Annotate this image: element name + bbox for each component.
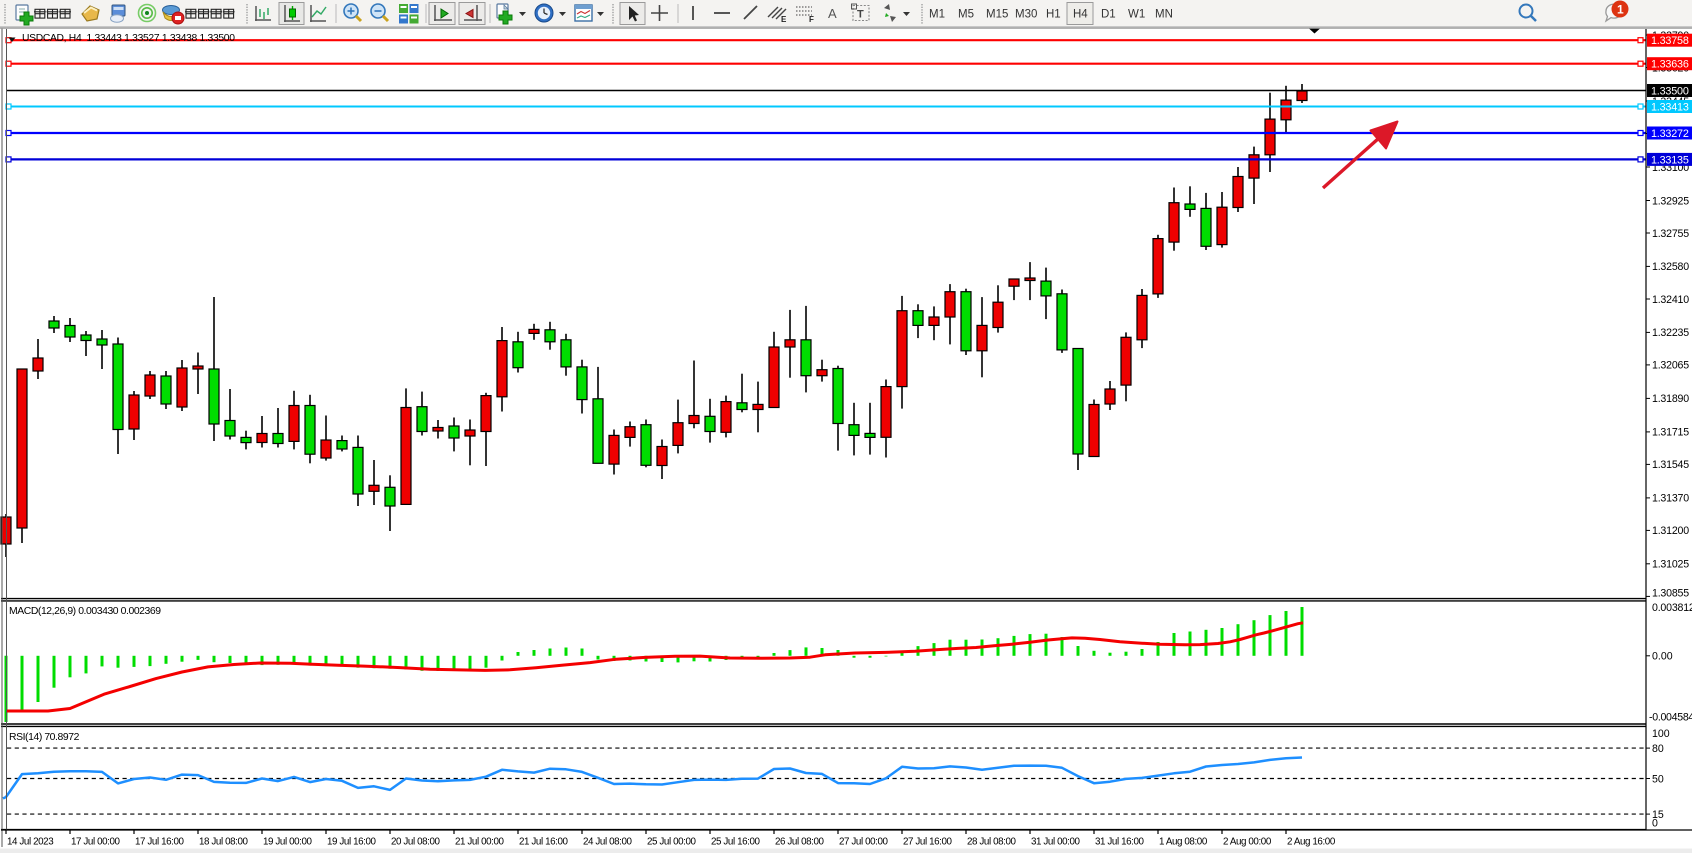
svg-text:1.31715: 1.31715 [1652,427,1689,439]
svg-text:W1: W1 [1128,9,1145,21]
svg-text:1.33272: 1.33272 [1651,128,1689,140]
svg-text:25 Jul 16:00: 25 Jul 16:00 [711,837,761,848]
svg-text:1.31545: 1.31545 [1652,459,1689,471]
svg-text:1.33135: 1.33135 [1651,154,1689,166]
svg-text:19 Jul 16:00: 19 Jul 16:00 [327,837,377,848]
svg-text:100: 100 [1652,728,1670,740]
svg-text:25 Jul 00:00: 25 Jul 00:00 [647,837,697,848]
svg-text:H1: H1 [1046,9,1061,21]
svg-text:-0.004584: -0.004584 [1649,712,1692,724]
svg-text:0.003812: 0.003812 [1652,602,1692,614]
svg-text:27 Jul 00:00: 27 Jul 00:00 [839,837,889,848]
svg-text:M30: M30 [1015,9,1037,21]
svg-text:USDCAD, H4 1.33443 1.33527 1.: USDCAD, H4 1.33443 1.33527 1.33438 1.335… [22,33,235,44]
svg-text:26 Jul 08:00: 26 Jul 08:00 [775,837,825,848]
svg-text:T: T [857,9,864,21]
svg-text:1.33636: 1.33636 [1651,59,1689,71]
svg-text:15: 15 [1652,809,1664,821]
svg-text:31 Jul 16:00: 31 Jul 16:00 [1095,837,1145,848]
svg-text:1.32580: 1.32580 [1652,261,1689,273]
svg-text:1.31200: 1.31200 [1652,525,1689,537]
svg-text:1 Aug 08:00: 1 Aug 08:00 [1159,837,1208,848]
svg-text:19 Jul 00:00: 19 Jul 00:00 [263,837,313,848]
svg-text:28 Jul 08:00: 28 Jul 08:00 [967,837,1017,848]
svg-text:1.32065: 1.32065 [1652,360,1689,372]
svg-text:1.32235: 1.32235 [1652,327,1689,339]
svg-text:MACD(12,26,9) 0.003430 0.00236: MACD(12,26,9) 0.003430 0.002369 [9,606,161,617]
svg-text:2 Aug 16:00: 2 Aug 16:00 [1287,837,1336,848]
svg-text:20 Jul 08:00: 20 Jul 08:00 [391,837,441,848]
svg-text:17 Jul 00:00: 17 Jul 00:00 [71,837,121,848]
svg-text:1.32755: 1.32755 [1652,228,1689,240]
svg-text:1: 1 [1617,3,1624,17]
svg-text:31 Jul 00:00: 31 Jul 00:00 [1031,837,1081,848]
svg-text:F: F [809,15,814,24]
svg-text:M1: M1 [929,9,945,21]
svg-text:27 Jul 16:00: 27 Jul 16:00 [903,837,953,848]
svg-text:80: 80 [1652,743,1664,755]
svg-text:0: 0 [1652,818,1658,830]
svg-text:1.33758: 1.33758 [1651,35,1689,47]
svg-text:1.31890: 1.31890 [1652,393,1689,405]
svg-text:A: A [828,6,837,21]
svg-text:1.33413: 1.33413 [1651,102,1689,114]
svg-text:1.33500: 1.33500 [1651,86,1689,98]
svg-text:1.32925: 1.32925 [1652,195,1689,207]
svg-text:1.32410: 1.32410 [1652,294,1689,306]
svg-text:1.31370: 1.31370 [1652,493,1689,505]
svg-text:17 Jul 16:00: 17 Jul 16:00 [135,837,185,848]
svg-text:D1: D1 [1101,9,1116,21]
svg-text:M5: M5 [958,9,974,21]
svg-text:24 Jul 08:00: 24 Jul 08:00 [583,837,633,848]
svg-text:2 Aug 00:00: 2 Aug 00:00 [1223,837,1272,848]
svg-text:50: 50 [1652,773,1664,785]
svg-text:1.31025: 1.31025 [1652,559,1689,571]
svg-text:0.00: 0.00 [1652,651,1673,663]
svg-text:21 Jul 16:00: 21 Jul 16:00 [519,837,569,848]
svg-text:21 Jul 00:00: 21 Jul 00:00 [455,837,505,848]
svg-text:14 Jul 2023: 14 Jul 2023 [7,837,54,848]
svg-text:M15: M15 [986,9,1008,21]
svg-text:H4: H4 [1073,9,1088,21]
svg-text:E: E [781,15,787,24]
svg-text:1.30855: 1.30855 [1652,587,1689,599]
svg-text:18 Jul 08:00: 18 Jul 08:00 [199,837,249,848]
svg-text:MN: MN [1155,9,1173,21]
svg-text:RSI(14) 70.8972: RSI(14) 70.8972 [9,732,80,743]
